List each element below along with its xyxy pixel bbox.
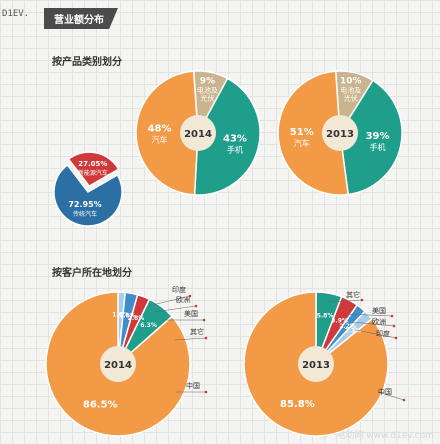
section-title-region: 按客户所在地划分: [52, 268, 132, 279]
pie-region-2013-center: [298, 346, 334, 382]
pie-region-2014-name-3: 欧洲: [176, 295, 190, 304]
pie-product-2014-battery-name-2: 光伏: [200, 93, 214, 102]
section-title-product: 按产品类别划分: [52, 57, 122, 68]
pie-region-2013-name-0: 中国: [378, 387, 392, 396]
pie-product-2013-phone-name: 手机: [370, 142, 386, 152]
pie-region-2014-leader-dot-2: [202, 318, 206, 322]
pie-product-2013-battery-name: 电池及: [340, 86, 361, 95]
pie-region-2013-leader-dot-1: [360, 298, 364, 302]
pie-small-newenergy-value: 27.05%: [78, 160, 107, 168]
pie-small-slice-newenergy: [67, 151, 120, 188]
pie-product-2014-center: [180, 115, 216, 151]
pie-region-2013-value-2: 3.9%: [331, 317, 348, 324]
pie-region-2014-value-3: 2.8%: [119, 312, 136, 319]
pie-product-2014-slice-car: [135, 70, 199, 196]
pie-region-2013-china-value: 85.8%: [280, 399, 315, 410]
pie-region-2014-name-1: 其它: [190, 327, 204, 336]
pie-region-2014-leader-dot-4: [188, 294, 192, 298]
pie-region-2014-leader-3: [153, 305, 197, 313]
pie-product-2014-phone-value: 43%: [223, 133, 247, 144]
pie-region-2013-name-2: 美国: [372, 306, 386, 315]
pie-product-2014-battery-name: 电池及: [197, 85, 218, 94]
pie-region-2014-leader-dot-0: [204, 390, 208, 394]
pie-region-2013-value-3: 2.2%: [339, 323, 356, 330]
pie-product-2013-car-name: 汽车: [294, 138, 310, 148]
pie-product-2013-phone-value: 39%: [366, 131, 390, 142]
pie-product-2014-slice-phone: [193, 77, 261, 196]
pie-product-2014-phone-name: 手机: [227, 144, 243, 154]
pie-region-2013-leader-dot-3: [392, 324, 396, 328]
pie-product-2014-car-name: 汽车: [152, 134, 168, 144]
pie-region-2013-leader-4: [355, 329, 397, 339]
pie-region-2014-center: [100, 346, 136, 382]
pie-region-2014-value-1: 6.3%: [140, 322, 157, 329]
pie-small-slice-traditional: [53, 163, 123, 227]
pie-region-2014-leader-dot-1: [204, 336, 208, 340]
pie-region-2014-name-4: 印度: [172, 285, 186, 294]
pie-region-2013-center-label: 2013: [302, 360, 330, 371]
pie-product-2014-battery-value: 9%: [200, 76, 215, 86]
pie-product-2014-center-label: 2014: [184, 129, 212, 140]
pie-region-2013-leader-0: [377, 391, 405, 401]
pie-region-2014-center-label: 2014: [104, 360, 132, 371]
pie-region-2014-name-2: 美国: [184, 309, 198, 318]
pie-region-2013-leader-dot-0: [402, 398, 406, 402]
pie-region-2013-name-4: 印度: [376, 329, 390, 338]
pie-product-2013-slice-car: [277, 70, 350, 196]
pie-region-2013-leader-3: [351, 321, 395, 327]
pie-product-2013-car-value: 51%: [290, 127, 314, 138]
pie-region-2013-leader-1: [327, 299, 363, 303]
pie-product-2013-battery-name-2: 光伏: [344, 94, 358, 103]
pie-small-newenergy-name: 新能源汽车: [78, 169, 108, 177]
pie-region-2014-leader-1: [173, 337, 207, 341]
pie-region-2014-value-2: 2.8%: [128, 315, 145, 322]
pie-region-2013-value-1: 5.8%: [317, 312, 334, 319]
watermark-top: D1EV.: [2, 9, 30, 19]
header-banner: 营业额分布: [44, 8, 118, 29]
pie-region-2014-leader-dot-3: [194, 304, 198, 308]
pie-product-2013-center-label: 2013: [326, 129, 354, 140]
pie-region-2014-name-0: 中国: [186, 381, 200, 390]
pie-region-2014-china-value: 86.5%: [83, 399, 118, 410]
pie-region-2013-leader-dot-2: [390, 314, 394, 318]
pie-small-traditional-name: 传统汽车: [73, 210, 97, 218]
pie-region-2013-leader-2: [345, 313, 393, 317]
pie-product-2013-slice-phone: [339, 79, 403, 196]
pie-region-2014-leader-4: [147, 295, 191, 307]
pie-product-2013-battery-value: 10%: [340, 77, 362, 87]
pie-region-2014-value-4: 1.6%: [112, 312, 129, 319]
pie-region-2013-name-3: 欧洲: [372, 317, 386, 326]
watermark-bottom: 第一电动网 www.d1ev.com: [318, 431, 434, 441]
pie-region-2013-name-1: 其它: [346, 290, 360, 299]
pie-region-2013-leader-dot-4: [394, 336, 398, 340]
pie-product-2014-car-value: 48%: [148, 123, 172, 134]
pie-region-2013-value-4: 2.3%: [345, 328, 362, 335]
pie-small-traditional-value: 72.95%: [68, 200, 101, 209]
pie-product-2013-center: [322, 115, 358, 151]
